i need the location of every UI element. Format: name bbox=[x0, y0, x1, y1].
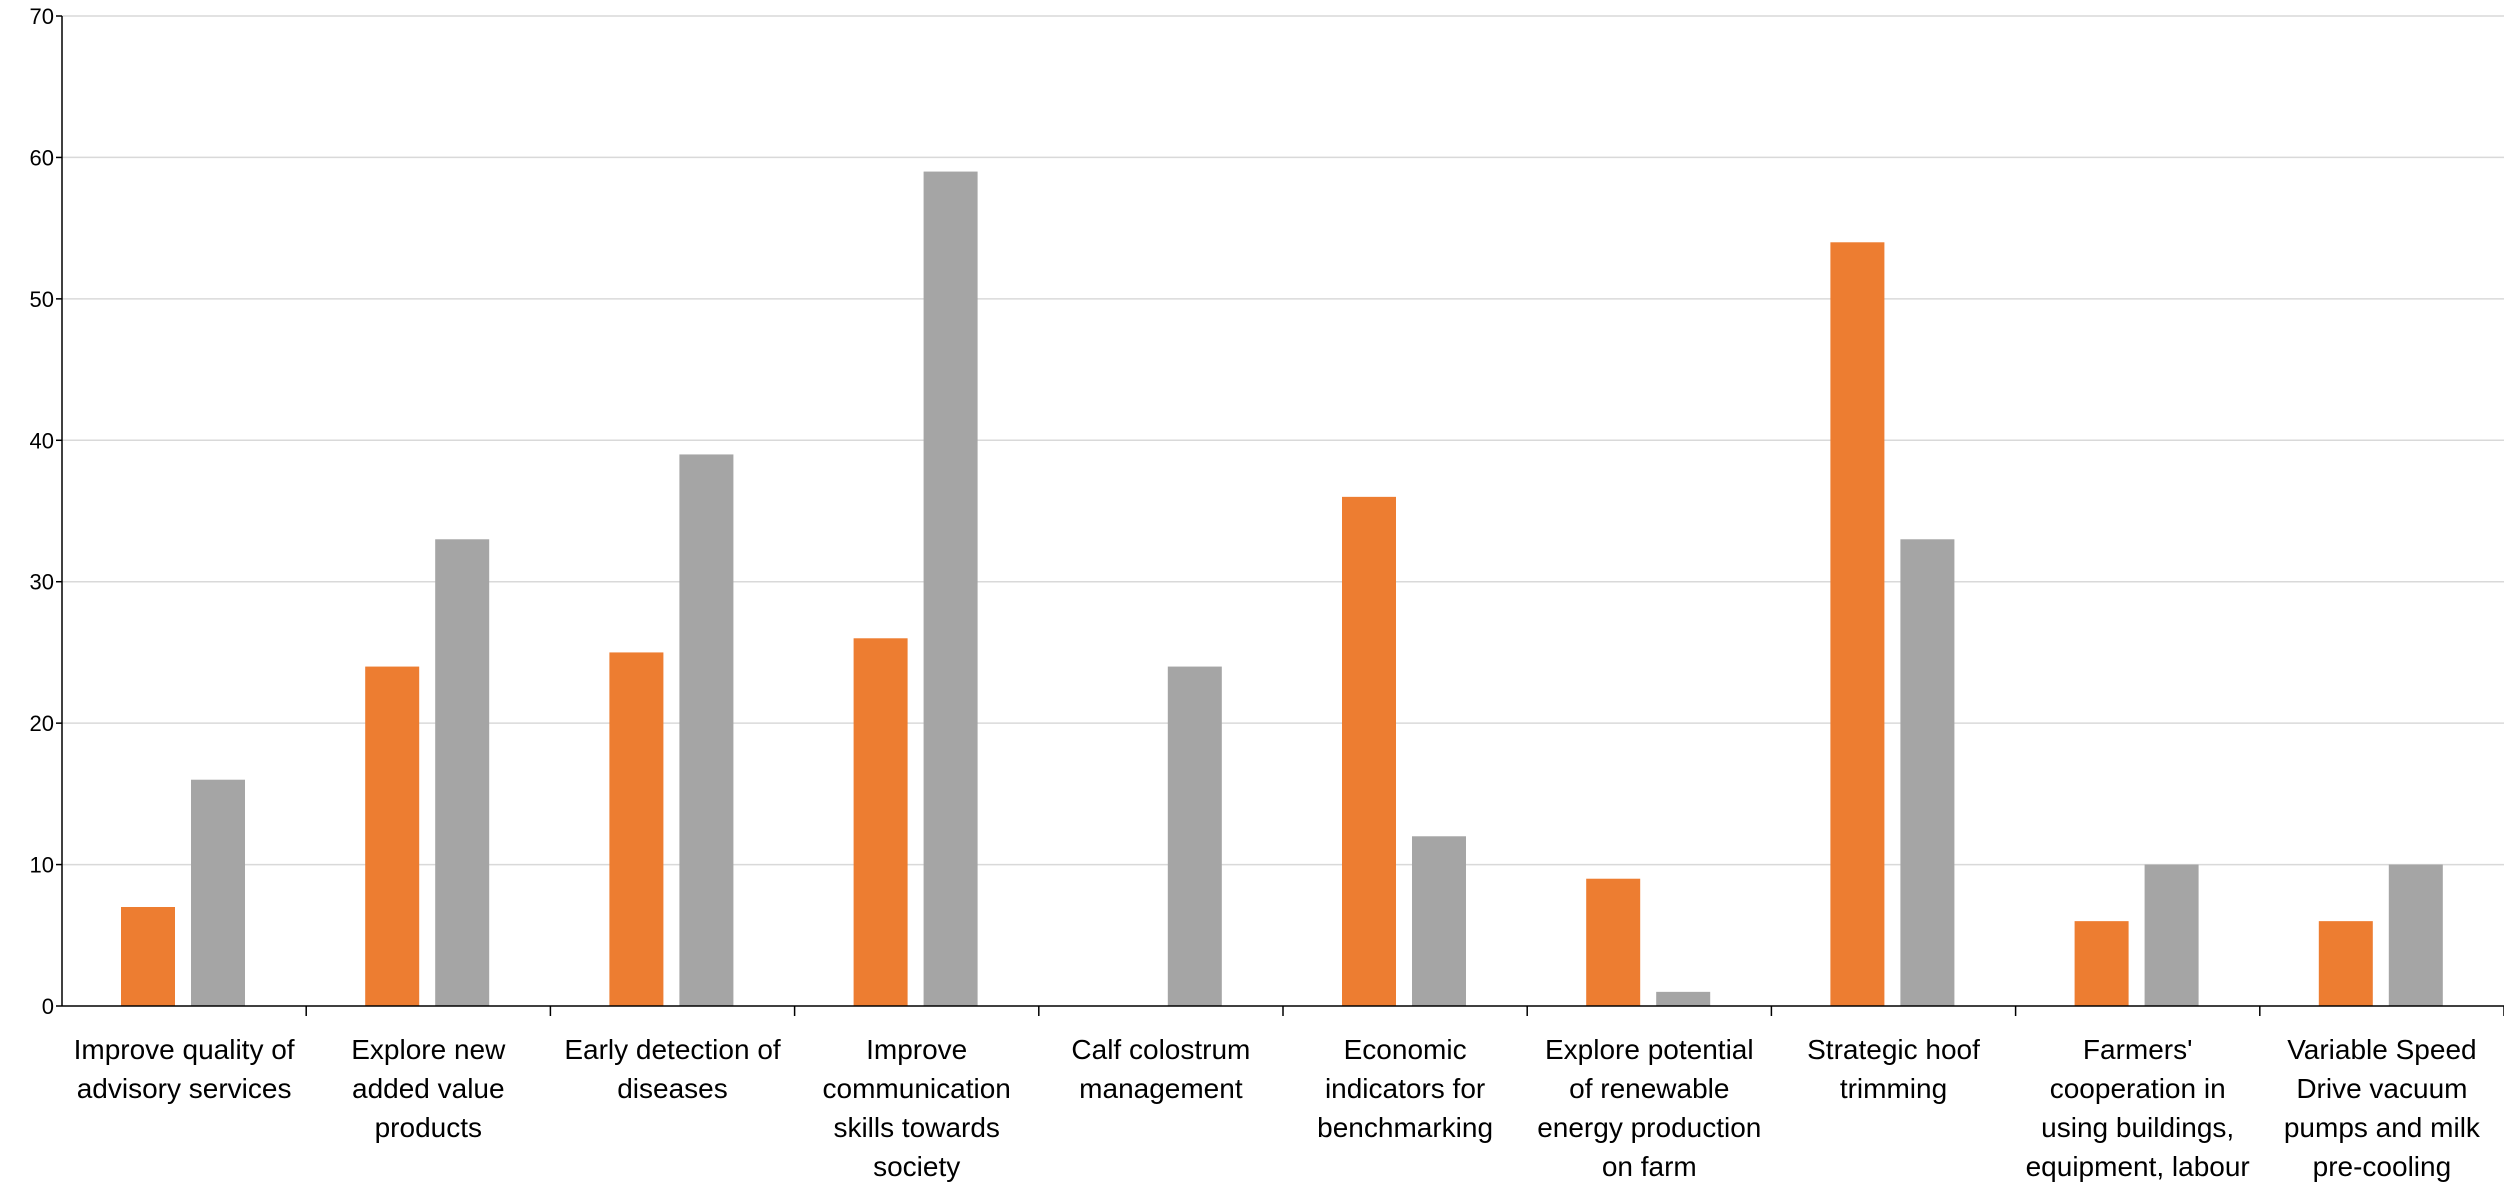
x-category-label: Strategic hoof bbox=[1807, 1034, 1980, 1065]
y-tick-label: 0 bbox=[42, 994, 54, 1019]
x-category-label: management bbox=[1079, 1073, 1243, 1104]
x-category-label: of renewable bbox=[1569, 1073, 1729, 1104]
y-tick-label: 20 bbox=[30, 711, 54, 736]
x-category-label: skills towards bbox=[833, 1112, 999, 1143]
bar-series-2 bbox=[2388, 864, 2443, 1006]
x-category-label: products bbox=[375, 1112, 482, 1143]
x-category-label: diseases bbox=[617, 1073, 728, 1104]
bar-series-2 bbox=[2144, 864, 2199, 1006]
x-category-label: Drive vacuum bbox=[2296, 1073, 2467, 1104]
x-category-label: added value bbox=[352, 1073, 505, 1104]
x-category-label: pumps and milk bbox=[2284, 1112, 2481, 1143]
y-tick-label: 60 bbox=[30, 145, 54, 170]
x-category-label: Economic bbox=[1344, 1034, 1467, 1065]
bar-series-1 bbox=[1830, 242, 1885, 1007]
x-category-label: Explore new bbox=[351, 1034, 506, 1065]
bar-series-1 bbox=[2074, 921, 2129, 1006]
y-tick-label: 40 bbox=[30, 428, 54, 453]
bar-series-1 bbox=[1342, 496, 1396, 1006]
bar-series-2 bbox=[1900, 539, 1955, 1006]
bar-series-2 bbox=[1412, 836, 1466, 1006]
x-category-label: advisory services bbox=[77, 1073, 292, 1104]
x-category-label: cooperation in bbox=[2050, 1073, 2226, 1104]
x-category-label: on farm bbox=[1602, 1151, 1697, 1182]
x-category-label: society bbox=[873, 1151, 960, 1182]
x-category-label: using buildings, bbox=[2041, 1112, 2234, 1143]
bar-series-1 bbox=[609, 652, 664, 1006]
bar-series-1 bbox=[1586, 878, 1641, 1006]
bar-series-1 bbox=[2318, 921, 2373, 1006]
x-category-label: equipment, labour bbox=[2026, 1151, 2250, 1182]
y-tick-label: 30 bbox=[30, 570, 54, 595]
bar-series-1 bbox=[853, 638, 908, 1006]
bar-series-1 bbox=[365, 666, 420, 1006]
x-category-label: trimming bbox=[1840, 1073, 1947, 1104]
x-category-label: Improve quality of bbox=[74, 1034, 295, 1065]
x-category-label: pre-cooling bbox=[2313, 1151, 2452, 1182]
x-category-label: indicators for bbox=[1325, 1073, 1485, 1104]
x-category-label: benchmarking bbox=[1317, 1112, 1493, 1143]
x-category-label: Improve bbox=[866, 1034, 967, 1065]
x-category-label: Calf colostrum bbox=[1071, 1034, 1250, 1065]
y-tick-label: 10 bbox=[30, 853, 54, 878]
x-category-label: energy production bbox=[1537, 1112, 1761, 1143]
bar-series-2 bbox=[679, 454, 734, 1006]
x-category-label: Farmers' bbox=[2083, 1034, 2193, 1065]
bar-series-2 bbox=[435, 539, 490, 1006]
x-category-label: communication bbox=[823, 1073, 1011, 1104]
x-category-label: Explore potential bbox=[1545, 1034, 1754, 1065]
bar-series-1 bbox=[121, 907, 175, 1006]
bar-series-2 bbox=[923, 171, 978, 1007]
bar-series-2 bbox=[1656, 991, 1711, 1006]
bar-series-2 bbox=[191, 779, 245, 1006]
x-category-label: Early detection of bbox=[564, 1034, 781, 1065]
bar-series-2 bbox=[1167, 666, 1222, 1006]
y-tick-label: 50 bbox=[30, 287, 54, 312]
y-tick-label: 70 bbox=[30, 4, 54, 29]
x-category-label: Variable Speed bbox=[2287, 1034, 2476, 1065]
